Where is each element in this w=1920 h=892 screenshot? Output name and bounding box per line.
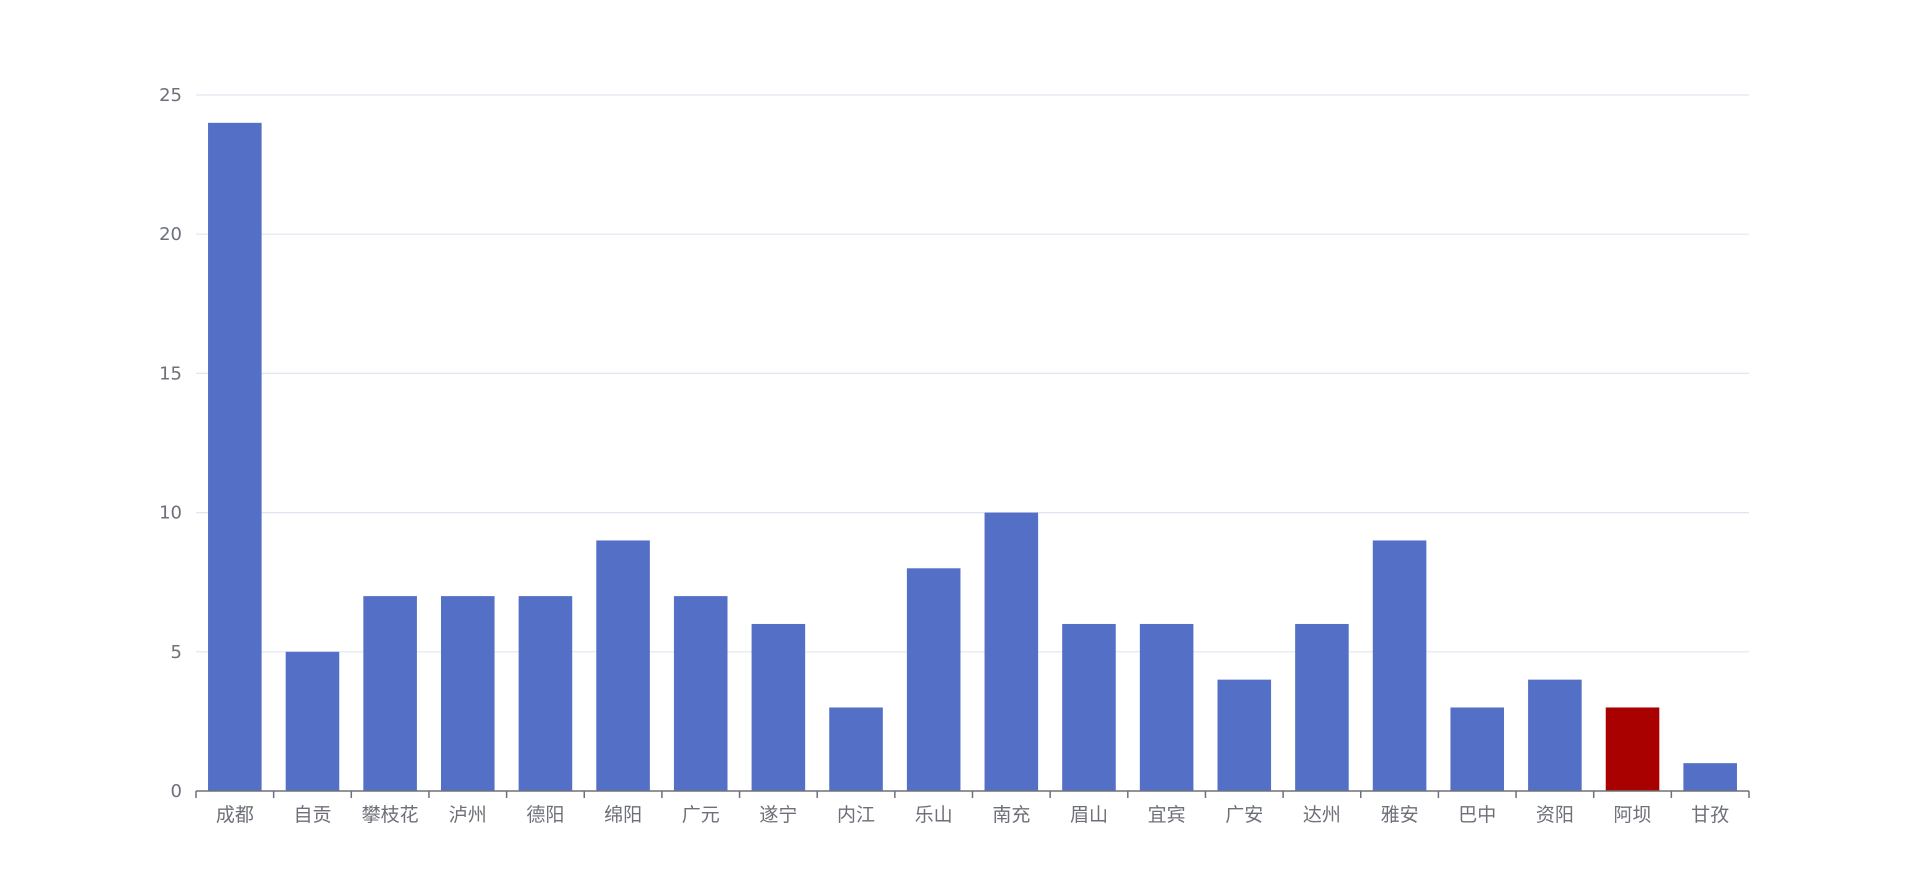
x-axis — [195, 790, 1750, 798]
bar-16[interactable] — [1372, 540, 1427, 791]
x-tick-label: 内江 — [837, 804, 875, 826]
bar-3[interactable] — [363, 596, 417, 791]
bar-11[interactable] — [984, 512, 1039, 791]
grid-lines — [196, 94, 1749, 653]
x-tick-label: 资阳 — [1536, 804, 1574, 826]
y-tick-label: 0 — [171, 781, 182, 802]
bar-15[interactable] — [1295, 623, 1349, 791]
bar-14[interactable] — [1217, 679, 1272, 791]
bar-6[interactable] — [596, 540, 650, 791]
bar-4[interactable] — [440, 596, 495, 791]
x-tick-label: 雅安 — [1381, 804, 1419, 826]
bar-19[interactable] — [1605, 707, 1660, 791]
y-tick-label: 5 — [171, 642, 182, 663]
bar-13[interactable] — [1139, 623, 1194, 791]
x-tick-label: 乐山 — [915, 804, 953, 826]
y-tick-label: 20 — [159, 224, 182, 245]
x-tick-label: 阿坝 — [1614, 804, 1652, 826]
x-tick-label: 德阳 — [526, 804, 564, 826]
x-tick-label: 广元 — [682, 804, 720, 826]
x-tick-label: 攀枝花 — [362, 804, 419, 826]
x-tick-label: 绵阳 — [604, 804, 642, 826]
x-tick-label: 自贡 — [293, 804, 331, 826]
bar-7[interactable] — [673, 596, 728, 791]
bar-5[interactable] — [518, 596, 573, 791]
x-tick-label: 成都 — [216, 804, 254, 826]
x-tick-label: 眉山 — [1070, 804, 1108, 826]
x-tick-label: 宜宾 — [1148, 804, 1186, 826]
bar-2[interactable] — [285, 651, 340, 791]
bar-18[interactable] — [1528, 679, 1582, 791]
bar-1[interactable] — [208, 122, 262, 792]
y-tick-label: 10 — [159, 503, 182, 524]
y-tick-label: 15 — [159, 363, 182, 384]
x-axis-ticks: 成都 自贡 攀枝花 泸州 德阳 绵阳 广元 遂宁 内江 乐山 南充 眉山 宜宾 广安 达州 雅安 巴中 资阳 阿坝 甘… — [216, 804, 1729, 826]
bar-20[interactable] — [1683, 763, 1737, 791]
y-tick-label: 25 — [159, 85, 182, 106]
bar-12[interactable] — [1062, 623, 1116, 791]
bar-9[interactable] — [829, 707, 883, 791]
x-tick-label: 甘孜 — [1691, 804, 1729, 826]
x-tick-label: 巴中 — [1458, 804, 1496, 826]
bar-8[interactable] — [751, 623, 806, 791]
x-tick-label: 泸州 — [449, 804, 487, 826]
x-tick-label: 达州 — [1303, 804, 1341, 826]
bar-10[interactable] — [906, 568, 961, 791]
bar-17[interactable] — [1450, 707, 1505, 791]
y-axis-ticks: 0 5 10 15 20 25 — [159, 85, 182, 802]
x-tick-label: 遂宁 — [759, 804, 797, 826]
bars — [208, 122, 1737, 792]
x-tick-label: 南充 — [992, 804, 1030, 826]
x-tick-label: 广安 — [1225, 804, 1263, 826]
